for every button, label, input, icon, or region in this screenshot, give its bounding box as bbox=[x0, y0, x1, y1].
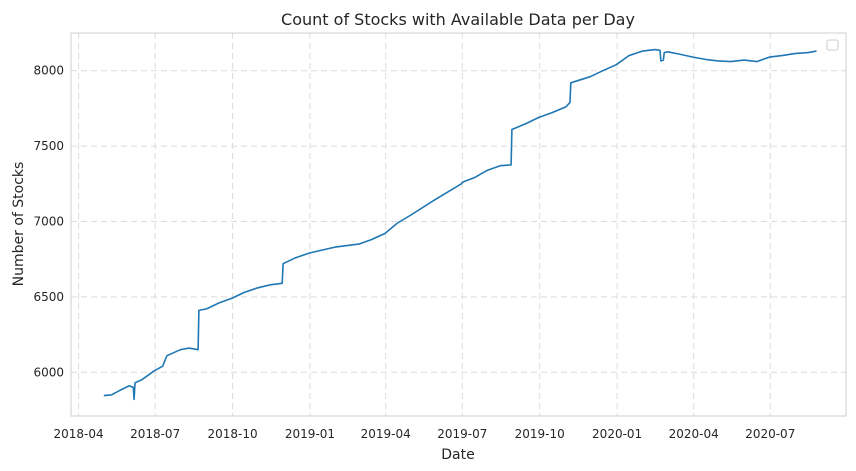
x-tick-label: 2018-04 bbox=[54, 427, 104, 441]
x-gridlines bbox=[78, 33, 771, 416]
y-tick-label: 7500 bbox=[33, 139, 64, 153]
x-tick-label: 2020-01 bbox=[592, 427, 642, 441]
chart-title: Count of Stocks with Available Data per … bbox=[281, 10, 635, 29]
x-tick-label: 2019-04 bbox=[361, 427, 411, 441]
y-tick-label: 8000 bbox=[33, 64, 64, 78]
y-tick-label: 7000 bbox=[33, 214, 64, 228]
x-tick-label: 2020-04 bbox=[669, 427, 719, 441]
x-tick-labels: 2018-04 2018-07 2018-10 2019-01 2019-04 2019-… bbox=[54, 427, 796, 441]
x-tick-label: 2019-07 bbox=[437, 427, 487, 441]
x-tick-label: 2018-07 bbox=[130, 427, 180, 441]
x-tick-label: 2020-07 bbox=[745, 427, 795, 441]
plot-frame bbox=[70, 32, 847, 417]
y-tick-label: 6500 bbox=[33, 290, 64, 304]
series-line bbox=[103, 48, 817, 401]
x-axis-label: Date bbox=[441, 447, 474, 463]
y-tick-label: 6000 bbox=[33, 365, 64, 379]
x-tick-label: 2019-10 bbox=[515, 427, 565, 441]
x-tick-label: 2018-10 bbox=[207, 427, 257, 441]
y-axis-label: Number of Stocks bbox=[11, 162, 27, 287]
x-tick-label: 2019-01 bbox=[285, 427, 335, 441]
y-tick-labels: 6000 6500 7000 7500 8000 bbox=[33, 64, 64, 380]
y-gridlines bbox=[71, 70, 846, 373]
legend-box bbox=[826, 39, 839, 51]
